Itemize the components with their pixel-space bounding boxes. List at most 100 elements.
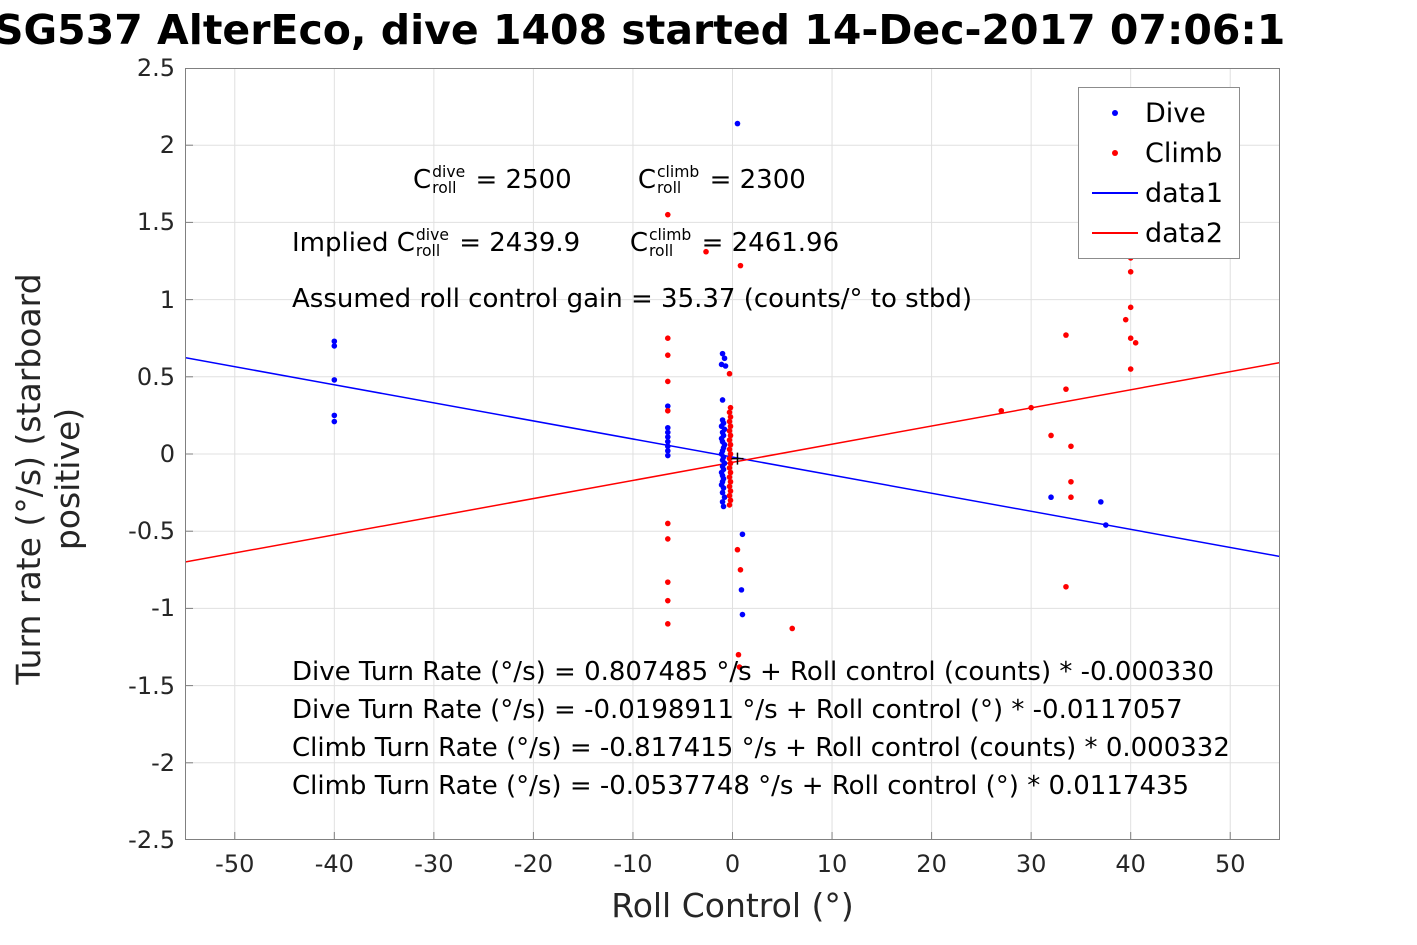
- axes-box: [185, 68, 1280, 840]
- scatter-point-climb: [664, 579, 671, 585]
- scatter-point-climb: [1127, 366, 1134, 372]
- line-marker-icon: [1092, 192, 1138, 194]
- x-tick-label: -10: [613, 850, 653, 878]
- scatter-point-climb: [727, 414, 734, 420]
- scatter-point-climb: [726, 502, 733, 508]
- scatter-point-climb: [726, 370, 733, 377]
- annotation-text: = 2461.96: [693, 228, 840, 259]
- scatter-point-climb: [1028, 404, 1034, 411]
- scatter-point-dive: [739, 531, 746, 538]
- y-axis-label: Turn rate (°/s) (starboard positive): [9, 273, 87, 685]
- scatter-point-dive: [719, 397, 726, 403]
- scatter-point-climb: [727, 469, 734, 476]
- y-tick-label: -2: [151, 748, 175, 777]
- sub-superscript: dive roll: [432, 164, 465, 196]
- scatter-point-climb: [1127, 335, 1134, 342]
- legend-entry-climb: Climb: [1089, 136, 1223, 170]
- scatter-point-dive: [739, 611, 746, 618]
- scatter-point-climb: [1122, 316, 1129, 323]
- equation-line: Dive Turn Rate (°/s) = -0.0198911 °/s + …: [292, 695, 1183, 725]
- sub-superscript: climb roll: [648, 226, 692, 259]
- x-axis-label: Roll Control (°): [611, 886, 854, 925]
- y-tick-label: 0: [159, 440, 175, 468]
- scatter-point-dive: [664, 403, 671, 409]
- scatter-point-dive: [331, 418, 338, 425]
- scatter-point-climb: [1132, 340, 1139, 346]
- data2-legend-marker-icon: [1089, 232, 1141, 234]
- x-tick-label: -50: [215, 850, 255, 878]
- scatter-point-climb: [726, 465, 733, 471]
- equation-line: Climb Turn Rate (°/s) = -0.817415 °/s + …: [292, 733, 1230, 763]
- scatter-point-climb: [1127, 269, 1134, 275]
- y-tick-label: -0.5: [128, 517, 175, 546]
- x-tick-label: 10: [816, 850, 848, 878]
- scatter-point-dive: [331, 343, 338, 349]
- legend-entry-data2: data2: [1089, 216, 1223, 250]
- scatter-point-climb: [1063, 386, 1069, 392]
- legend-entry-dive: Dive: [1089, 96, 1223, 130]
- scatter-point-dive: [738, 587, 745, 593]
- scatter-point-climb: [1068, 494, 1074, 501]
- x-tick-label: 40: [1115, 850, 1146, 878]
- scatter-point-climb: [726, 474, 733, 480]
- scatter-point-climb: [1068, 443, 1074, 450]
- scatter-point-climb: [737, 262, 744, 269]
- scatter-point-climb: [726, 455, 733, 462]
- scatter-point-climb: [734, 546, 741, 553]
- scatter-point-climb: [1063, 332, 1069, 338]
- scatter-point-dive: [719, 489, 726, 496]
- scatter-point-climb: [726, 409, 733, 416]
- scatter-point-dive: [720, 503, 727, 510]
- x-tick-label: 50: [1214, 850, 1246, 878]
- scatter-point-climb: [664, 407, 671, 414]
- superscript-text: climb: [656, 163, 700, 181]
- scatter-point-dive: [664, 424, 671, 431]
- scatter-point-climb: [726, 446, 733, 453]
- dot-marker-icon: [1112, 150, 1118, 156]
- annotation-roll-gain: Assumed roll control gain = 35.37 (count…: [292, 284, 972, 315]
- sub-superscript: climb roll: [656, 163, 700, 196]
- scatter-point-climb: [727, 497, 734, 504]
- y-tick-label: -1: [151, 594, 175, 623]
- subscript-text: roll: [415, 241, 441, 260]
- x-tick-label: 0: [724, 850, 741, 878]
- data1-legend-marker-icon: [1089, 192, 1141, 194]
- y-tick-label: 1: [159, 285, 175, 314]
- scatter-point-dive: [734, 120, 741, 127]
- climb-legend-marker-icon: [1089, 150, 1141, 156]
- scatter-point-climb: [664, 378, 671, 385]
- annotation-fit-equations: Dive Turn Rate (°/s) = 0.807485 °/s + Ro…: [292, 653, 1230, 805]
- y-tick-label: 2.5: [136, 54, 175, 82]
- y-tick-label: -1.5: [128, 671, 175, 700]
- scatter-point-dive: [721, 355, 728, 362]
- scatter-point-climb: [727, 404, 734, 411]
- superscript-text: dive: [415, 226, 449, 244]
- scatter-point-climb: [727, 478, 734, 485]
- scatter-point-dive: [1098, 499, 1104, 505]
- scatter-point-dive: [720, 485, 727, 491]
- scatter-point-climb: [726, 437, 733, 443]
- scatter-point-dive: [664, 429, 671, 436]
- scatter-point-climb: [737, 567, 744, 573]
- annotation-text: Implied C: [292, 228, 415, 259]
- scatter-point-climb: [736, 664, 743, 670]
- legend-label: Climb: [1145, 137, 1223, 169]
- y-tick-label: -2.5: [128, 826, 175, 854]
- legend: Dive Climb data1 data2: [1078, 87, 1240, 259]
- x-tick-label: 30: [1015, 850, 1047, 878]
- scatter-point-climb: [727, 423, 734, 430]
- superscript-text: climb: [648, 226, 692, 244]
- annotation-text: C: [413, 165, 432, 196]
- scatter-point-dive: [722, 363, 729, 369]
- sub-superscript: dive roll: [415, 226, 449, 260]
- x-tick-label: -40: [314, 850, 354, 878]
- scatter-point-dive: [664, 443, 671, 450]
- legend-entry-data1: data1: [1089, 176, 1223, 210]
- scatter-point-climb: [1048, 432, 1054, 439]
- fit-line-data1: [184, 356, 1281, 558]
- scatter-point-climb: [727, 441, 734, 448]
- x-tick-label: -20: [513, 850, 554, 878]
- scatter-point-climb: [664, 597, 671, 604]
- x-tick-label: -30: [414, 850, 454, 878]
